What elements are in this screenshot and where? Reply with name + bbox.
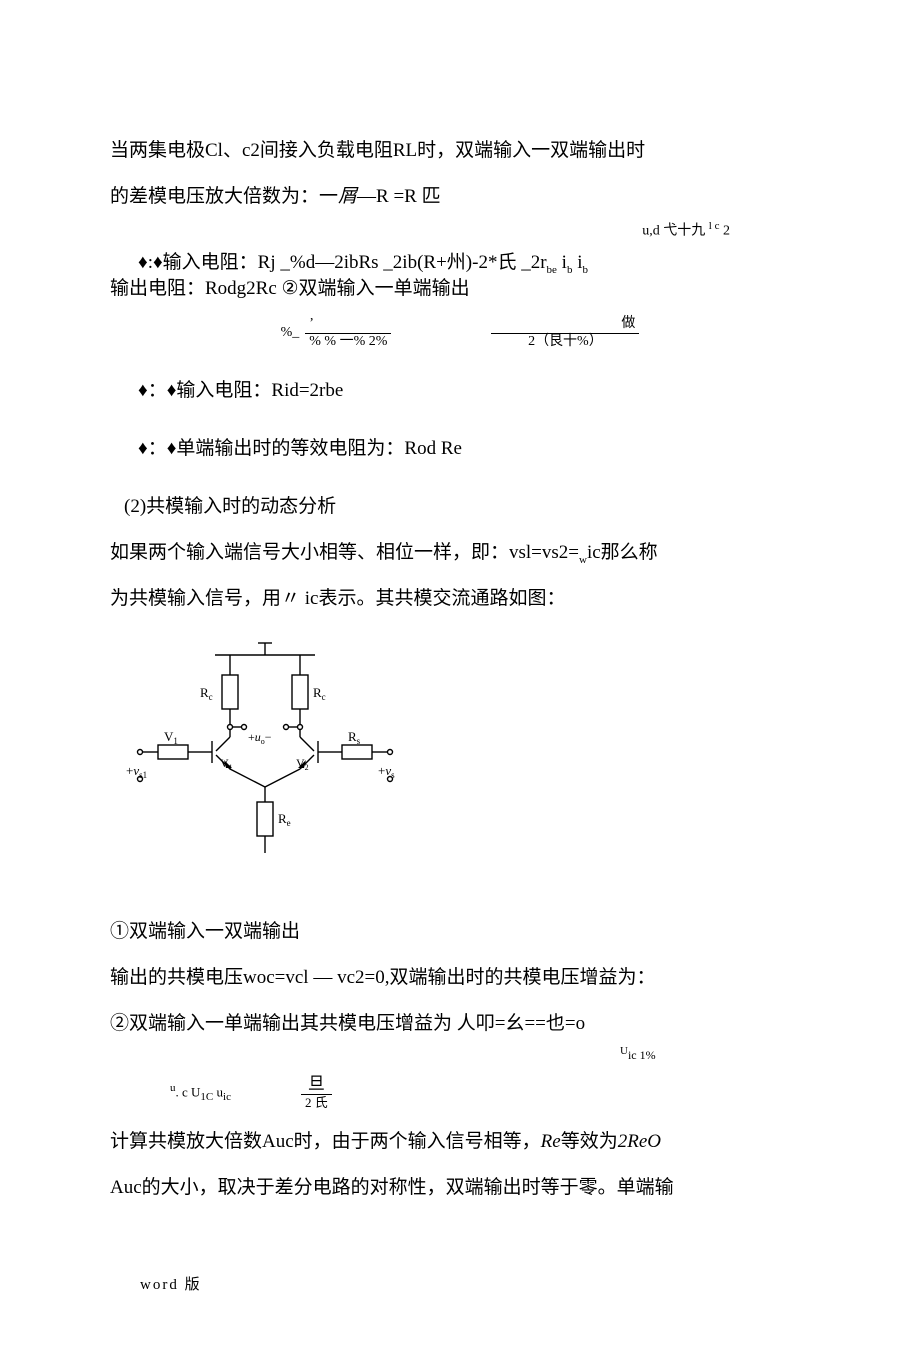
subscript: 1C	[200, 1091, 213, 1103]
numerator: 做	[491, 316, 639, 334]
paragraph: 输出电阻：Rodg2Rc ②双端输入一单端输出	[110, 277, 810, 302]
svg-text:Rc: Rc	[200, 685, 213, 702]
text: ic 1%	[628, 1048, 656, 1062]
text: %_	[281, 318, 300, 349]
svg-text:+vs1: +vs1	[126, 763, 147, 780]
circuit-diagram: Rc Rc V1 Rs V1 V2 +uo− Re +vs1 +vs	[120, 637, 810, 893]
subscript: be	[547, 264, 557, 276]
denominator: 2（艮十%）	[491, 334, 639, 351]
subscript: w	[579, 554, 587, 566]
text: u	[213, 1084, 223, 1099]
superscript: l c	[709, 220, 720, 232]
paragraph: ♦：♦输入电阻：Rid=2rbe	[110, 370, 810, 412]
denominator: % % 一% 2%	[305, 334, 391, 351]
fraction-group: 旦 2 氏	[301, 1074, 332, 1111]
svg-text:V1: V1	[220, 756, 233, 772]
svg-text:Rs: Rs	[348, 729, 361, 746]
circuit-svg: Rc Rc V1 Rs V1 V2 +uo− Re +vs1 +vs	[120, 637, 410, 877]
text: i	[557, 252, 567, 273]
text: . c U	[176, 1084, 201, 1099]
numerator: 旦	[301, 1074, 332, 1095]
text-italic: 2ReO	[618, 1131, 661, 1152]
text: u,d 弋十九	[642, 223, 705, 238]
paragraph: 的差模电压放大倍数为：一屑—R =R 匹	[110, 176, 810, 218]
fraction: ’ % % 一% 2%	[305, 316, 391, 351]
text: 计算共模放大倍数Auc时，由于两个输入信号相等，	[110, 1131, 541, 1152]
paragraph: ♦:♦输入电阻：Rj _%d—2ibRs _2ib(R+州)-2*氏 _2rbe…	[110, 251, 810, 277]
text: 的差模电压放大倍数为：一	[110, 186, 338, 207]
paragraph: (2)共模输入时的动态分析	[110, 486, 810, 528]
formula-fragment: u,d 弋十九 l c 2	[110, 214, 810, 247]
text-italic: Re	[541, 1131, 561, 1152]
svg-text:+uo−: +uo−	[248, 730, 272, 746]
text: 2	[723, 223, 730, 238]
text: 如果两个输入端信号大小相等、相位一样，即：vsl=vs2=	[110, 542, 579, 563]
text: ic那么称	[587, 542, 658, 563]
paragraph: 输出的共模电压woc=vcl — vc2=0,双端输出时的共模电压增益为：	[110, 957, 810, 999]
paragraph: 计算共模放大倍数Auc时，由于两个输入信号相等，Re等效为2ReO	[110, 1121, 810, 1163]
text: ♦:♦输入电阻：Rj _%d—2ibRs _2ib(R+州)-2*氏 _2r	[138, 252, 547, 273]
formula-row: u. c U1C uic 旦 2 氏	[110, 1074, 810, 1111]
svg-text:Rc: Rc	[313, 685, 326, 702]
paragraph: Auc的大小，取决于差分电路的对称性，双端输出时等于零。单端输	[110, 1167, 810, 1209]
denominator: 2 氏	[301, 1095, 332, 1111]
text: 等效为	[561, 1131, 618, 1152]
svg-text:V1: V1	[164, 729, 178, 746]
svg-text:+vs: +vs	[378, 763, 395, 780]
numerator: ’	[305, 316, 391, 334]
fraction-group: %_ ’ % % 一% 2%	[281, 316, 392, 351]
fraction: 旦 2 氏	[301, 1074, 332, 1111]
paragraph: 为共模输入信号，用〃 ic表示。其共模交流通路如图：	[110, 578, 810, 620]
subscript: ic	[223, 1091, 231, 1103]
formula-row: %_ ’ % % 一% 2% 做 2（艮十%）	[110, 316, 810, 351]
fraction: 做 2（艮十%）	[491, 316, 639, 351]
paragraph: ①双端输入一双端输出	[110, 911, 810, 953]
text: —R =R 匹	[357, 186, 441, 207]
text-italic: 屑	[338, 186, 357, 207]
text: i	[572, 252, 582, 273]
footer-text: word 版	[110, 1269, 810, 1302]
paragraph: 如果两个输入端信号大小相等、相位一样，即：vsl=vs2=wic那么称	[110, 532, 810, 574]
svg-text:V2: V2	[296, 756, 309, 772]
paragraph: ♦：♦单端输出时的等效电阻为：Rod Re	[110, 428, 810, 470]
paragraph: 当两集电极Cl、c2间接入负载电阻RL时，双端输入一双端输出时	[110, 130, 810, 172]
superscript: U	[620, 1045, 628, 1057]
text: u. c U1C uic	[170, 1076, 231, 1109]
svg-text:Re: Re	[278, 811, 291, 828]
document-page: 当两集电极Cl、c2间接入负载电阻RL时，双端输入一双端输出时 的差模电压放大倍…	[0, 0, 920, 1362]
subscript: b	[582, 264, 588, 276]
